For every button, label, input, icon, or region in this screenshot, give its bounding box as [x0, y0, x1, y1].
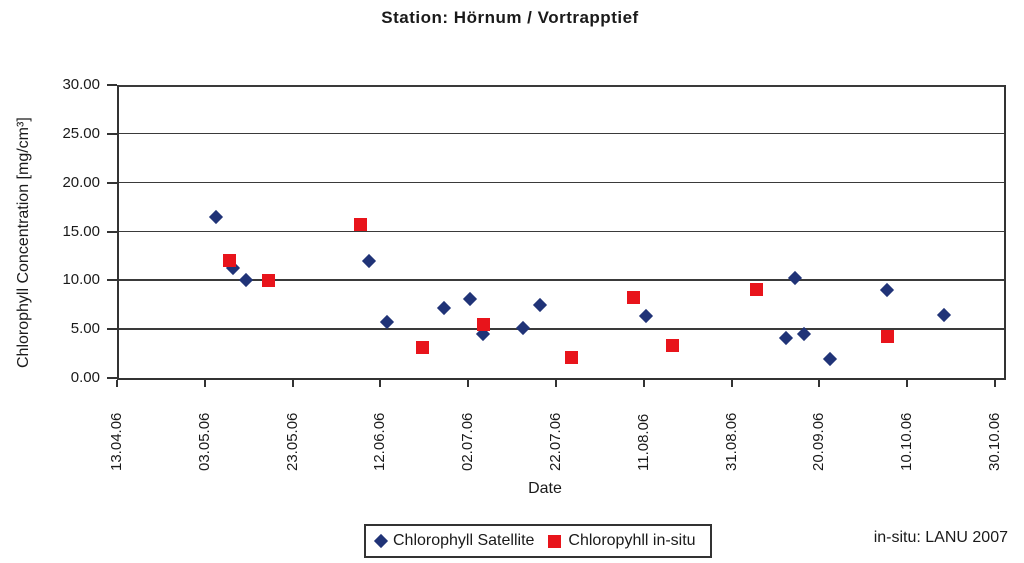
- data-point: [626, 290, 640, 304]
- x-tick-label: 20.09.06: [810, 412, 828, 471]
- gridline: [119, 181, 1004, 184]
- x-tick: [467, 380, 470, 387]
- data-point: [533, 297, 548, 312]
- x-tick-label: 22.07.06: [547, 412, 564, 471]
- y-tick-label: 5.00: [70, 320, 100, 338]
- data-point: [239, 273, 254, 288]
- x-tick: [291, 380, 294, 387]
- x-tick: [642, 380, 645, 387]
- y-tick-label: 30.00: [62, 76, 100, 93]
- data-point: [515, 321, 530, 336]
- gridline: [119, 85, 1004, 87]
- y-tick: [107, 279, 117, 282]
- gridline: [119, 132, 1004, 135]
- data-point: [937, 307, 952, 322]
- data-point: [222, 253, 236, 267]
- legend: Chlorophyll Satellite Chloropyhll in-sit…: [364, 524, 712, 558]
- x-tick-label: 12.06.06: [371, 412, 389, 471]
- chart-title: Station: Hörnum / Vortrapptief: [381, 8, 639, 27]
- x-tick-label: 03.05.06: [195, 412, 213, 471]
- data-point: [638, 309, 653, 324]
- y-tick-label: 15.00: [62, 222, 100, 240]
- y-tick-label: 20.00: [62, 173, 100, 191]
- x-tick-label: 10.10.06: [898, 412, 916, 471]
- x-tick: [203, 380, 206, 387]
- data-point: [354, 217, 368, 231]
- gridline: [119, 230, 1004, 232]
- y-tick: [107, 230, 117, 233]
- legend-label-insitu: Chloropyhll in-situ: [568, 532, 696, 549]
- x-tick: [555, 380, 557, 387]
- data-point: [565, 351, 579, 365]
- data-point: [880, 283, 895, 298]
- data-point: [415, 340, 429, 354]
- x-tick-label: 30.10.06: [986, 412, 1003, 471]
- x-tick-label: 31.08.06: [722, 412, 740, 471]
- data-point: [436, 300, 451, 315]
- legend-item-insitu: Chloropyhll in-situ: [548, 532, 696, 550]
- plot-area: [117, 85, 1006, 380]
- data-point: [779, 330, 794, 346]
- y-tick: [107, 132, 117, 135]
- data-point: [787, 271, 803, 286]
- gridline: [119, 279, 1004, 281]
- data-point: [749, 283, 763, 297]
- y-tick: [107, 84, 117, 86]
- y-tick-label: 25.00: [62, 124, 100, 142]
- data-point: [881, 330, 895, 343]
- x-tick-label: 11.08.06: [634, 413, 652, 471]
- x-axis-title: Date: [528, 480, 562, 497]
- x-tick: [906, 380, 909, 387]
- x-tick: [818, 380, 821, 387]
- y-tick: [107, 377, 117, 379]
- x-tick: [730, 380, 733, 387]
- y-axis-title: Chlorophyll Concentration [mg/cm³]: [15, 117, 32, 368]
- x-tick: [379, 380, 382, 387]
- x-tick-label: 23.05.06: [283, 412, 301, 471]
- insitu-square-icon: [548, 534, 562, 548]
- data-point: [823, 352, 838, 367]
- x-tick: [116, 380, 118, 387]
- y-tick: [107, 181, 117, 184]
- data-point: [666, 338, 680, 352]
- footnote: in-situ: LANU 2007: [873, 529, 1008, 546]
- y-tick-label: 10.00: [62, 271, 100, 289]
- x-tick: [994, 380, 996, 387]
- data-point: [262, 274, 276, 288]
- x-tick-label: 13.04.06: [108, 412, 125, 471]
- gridline: [119, 328, 1004, 330]
- satellite-diamond-icon: [373, 533, 389, 549]
- x-tick-label: 02.07.06: [459, 412, 477, 471]
- data-point: [208, 209, 223, 224]
- legend-item-satellite: Chlorophyll Satellite: [373, 532, 535, 550]
- data-point: [463, 291, 478, 306]
- y-tick-label: 0.00: [70, 369, 100, 386]
- y-tick: [107, 328, 117, 331]
- data-point: [477, 318, 491, 332]
- data-point: [362, 253, 377, 268]
- legend-label-satellite: Chlorophyll Satellite: [393, 532, 535, 549]
